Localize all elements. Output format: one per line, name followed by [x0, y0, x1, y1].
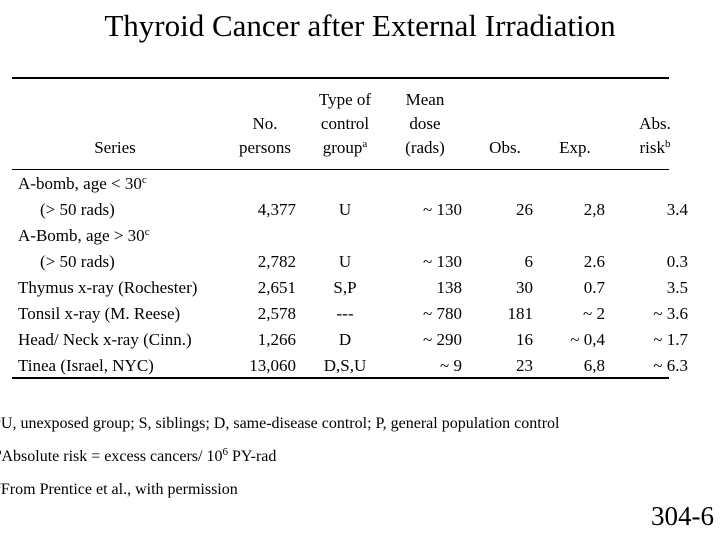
table-cell: 23 [516, 356, 533, 375]
header-text: Exp. [559, 138, 591, 157]
table-cell: 13,060 [249, 356, 296, 375]
header-text: risk [639, 138, 666, 157]
table-cell: 2,8 [583, 200, 605, 219]
slide-title: Thyroid Cancer after External Irradiatio… [104, 8, 616, 43]
table-cell: 26 [516, 200, 533, 219]
column-header: Abs. [595, 114, 715, 134]
footnote: bAbsolute risk = excess cancers/ 106 PY-… [0, 447, 276, 467]
footnote-marker: a [0, 413, 1, 425]
table-cell: 3.5 [666, 278, 688, 297]
table-cell: 0.3 [666, 252, 688, 271]
header-text: group [322, 138, 363, 157]
footnote-text: U, unexposed group; S, siblings; D, same… [0, 415, 560, 432]
table-cell: ~ 780 [423, 304, 462, 323]
table-cell: D [338, 330, 352, 349]
header-text: Abs. [639, 114, 671, 133]
table-cell: 4,377 [257, 200, 296, 219]
table-cell: ~ 290 [423, 330, 462, 349]
series-text: A-Bomb, age > 30 [18, 226, 145, 245]
table-cell: 2,651 [257, 278, 296, 297]
series-text: (> 50 rads) [40, 200, 115, 219]
table-cell: 6 [524, 252, 534, 271]
table-cell: U [338, 252, 352, 271]
header-text: No. [252, 114, 278, 133]
column-header: Series [55, 138, 175, 158]
table-cell: ~ 6.3 [653, 356, 688, 375]
column-header: No. [205, 114, 325, 134]
header-superscript: b [665, 138, 671, 150]
table-cell: 1,266 [257, 330, 296, 349]
footnote-superscript: 6 [222, 446, 228, 458]
series-text: Thymus x-ray (Rochester) [18, 278, 198, 297]
column-header: (rads) [365, 138, 485, 158]
footnote: cFrom Prentice et al., with permission [0, 480, 238, 500]
table-bottom-rule [12, 377, 669, 379]
table-cell: 0.7 [583, 278, 605, 297]
table-cell: D,S,U [323, 356, 367, 375]
table-cell: ~ 0,4 [570, 330, 605, 349]
header-text: control [320, 114, 370, 133]
series-text: Tinea (Israel, NYC) [18, 356, 154, 375]
table-cell: 3.4 [666, 200, 688, 219]
series-text: Head/ Neck x-ray (Cinn.) [18, 330, 192, 349]
series-superscript: c [144, 226, 150, 238]
table-cell: ~ 130 [423, 200, 462, 219]
header-text: persons [239, 138, 291, 157]
column-header: Type of [285, 90, 405, 110]
column-header: Mean [365, 90, 485, 110]
column-header: Obs. [445, 138, 565, 158]
header-text: Type of [318, 90, 372, 109]
table-cell: S,P [333, 278, 357, 297]
series-label: (> 50 rads) [40, 200, 115, 220]
footnote-text: From Prentice et al., with permission [0, 481, 238, 498]
series-text: A-bomb, age < 30 [18, 174, 142, 193]
header-text: (rads) [405, 138, 445, 157]
footnote-text: Absolute risk = excess cancers/ 10 [1, 448, 223, 465]
table-cell: ~ 130 [423, 252, 462, 271]
column-header: groupa [285, 138, 405, 158]
footnote-text: PY-rad [227, 448, 277, 465]
header-text: Obs. [489, 138, 521, 157]
column-header: control [285, 114, 405, 134]
header-superscript: a [362, 138, 368, 150]
table-top-rule [12, 77, 669, 79]
footnote-marker: b [0, 446, 2, 458]
table-cell: --- [336, 304, 354, 323]
column-header: persons [205, 138, 325, 158]
footnote-marker: c [0, 479, 1, 491]
header-text: dose [409, 114, 441, 133]
table-cell: ~ 9 [440, 356, 462, 375]
table-cell: 2,782 [257, 252, 296, 271]
table-cell: ~ 3.6 [653, 304, 688, 323]
header-text: Mean [405, 90, 445, 109]
header-text: Series [94, 138, 136, 157]
series-label: Tonsil x-ray (M. Reese) [18, 304, 180, 324]
table-cell: 16 [516, 330, 533, 349]
series-label: Thymus x-ray (Rochester) [18, 278, 197, 298]
footnote: aU, unexposed group; S, siblings; D, sam… [0, 414, 559, 434]
series-label: Head/ Neck x-ray (Cinn.) [18, 330, 192, 350]
table-cell: 138 [436, 278, 463, 297]
series-superscript: c [141, 174, 147, 186]
table-cell: 181 [507, 304, 534, 323]
header-rule [12, 169, 669, 170]
series-label: A-bomb, age < 30c [18, 174, 147, 194]
column-header: Exp. [515, 138, 635, 158]
table-cell: 2.6 [583, 252, 605, 271]
series-text: (> 50 rads) [40, 252, 115, 271]
table-cell: ~ 2 [583, 304, 605, 323]
table-cell: 6,8 [583, 356, 605, 375]
column-header: riskb [595, 138, 715, 158]
table-cell: 30 [516, 278, 533, 297]
series-text: Tonsil x-ray (M. Reese) [18, 304, 181, 323]
series-label: (> 50 rads) [40, 252, 115, 272]
series-label: A-Bomb, age > 30c [18, 226, 150, 246]
table-cell: ~ 1.7 [653, 330, 688, 349]
series-label: Tinea (Israel, NYC) [18, 356, 154, 376]
column-header: dose [365, 114, 485, 134]
table-cell: 2,578 [257, 304, 296, 323]
table-cell: U [338, 200, 352, 219]
slide-number: 304-6 [651, 501, 714, 531]
